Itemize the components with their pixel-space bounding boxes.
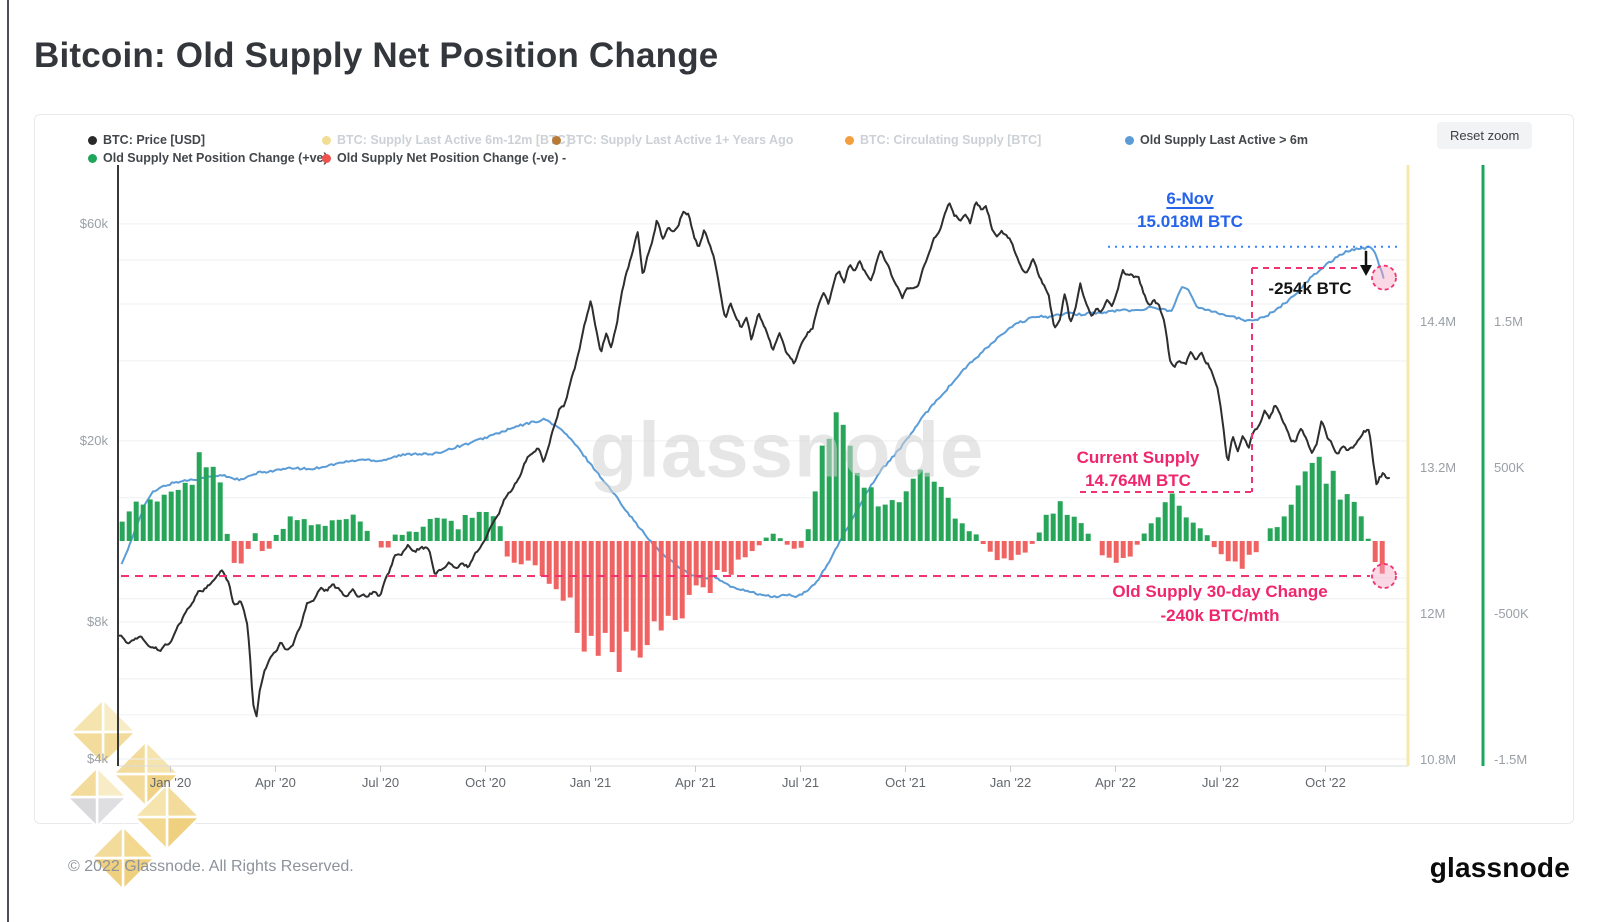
x-axis-label: Oct '21: [885, 775, 926, 790]
x-axis-label: Oct '22: [1305, 775, 1346, 790]
legend-dot-icon: [1125, 135, 1134, 145]
legend-item-row2-1[interactable]: Old Supply Net Position Change (-ve): [322, 150, 559, 166]
annotation-old-supply-value: -240k BTC/mth: [1160, 606, 1280, 625]
x-axis-label: Jul '20: [361, 775, 400, 790]
supply-axis-label: 10.8M: [1420, 752, 1457, 767]
page-title: Bitcoin: Old Supply Net Position Change: [34, 36, 719, 75]
x-axis-label: Apr '20: [255, 775, 296, 790]
footer-copyright: © 2022 Glassnode. All Rights Reserved.: [68, 858, 354, 875]
legend-dot-icon: [322, 135, 331, 145]
legend-label: Old Supply Net Position Change (+ve): [103, 151, 328, 165]
glassnode-wordmark: glassnode: [1429, 852, 1570, 883]
legend-label: BTC: Supply Last Active 1+ Years Ago: [567, 133, 794, 147]
annotation-peak-value: 15.018M BTC: [1137, 212, 1243, 231]
annotation-drop: -254k BTC: [1268, 279, 1352, 298]
supply-axis-label: 12M: [1420, 606, 1446, 621]
legend-label: BTC: Price [USD]: [103, 133, 206, 147]
legend-item-row1-2[interactable]: BTC: Supply Last Active 1+ Years Ago: [552, 132, 793, 148]
legend-item-row1-1[interactable]: BTC: Supply Last Active 6m-12m [BTC]: [322, 132, 570, 148]
window-edge: [7, 0, 9, 922]
reset-zoom-button[interactable]: Reset zoom: [1437, 122, 1533, 149]
supply-axis-label: 13.2M: [1420, 460, 1457, 475]
price-axis-label: $60k: [79, 215, 108, 231]
legend-dot-icon: [88, 135, 97, 145]
legend-item-row1-0[interactable]: BTC: Price [USD]: [88, 132, 205, 148]
x-axis-label: Oct '20: [465, 775, 506, 790]
price-axis-label: $4k: [87, 750, 108, 766]
legend-item-row1-3[interactable]: BTC: Circulating Supply [BTC]: [845, 132, 1041, 148]
legend-label: BTC: Circulating Supply [BTC]: [860, 133, 1042, 147]
net-axis-label: 500K: [1494, 460, 1525, 475]
legend-dot-icon: [552, 135, 561, 145]
net-axis-label: -500K: [1494, 606, 1529, 621]
x-axis-label: Jan '20: [149, 775, 192, 790]
x-axis-label: Jul '21: [781, 775, 820, 790]
price-axis-label: $20k: [79, 432, 108, 448]
net-axis-label: -1.5M: [1494, 752, 1528, 767]
annotation-current-supply-title: Current Supply: [1076, 448, 1200, 467]
x-axis-label: Jul '22: [1201, 775, 1240, 790]
x-axis-label: Jan '21: [569, 775, 612, 790]
annotation-current-supply-value: 14.764M BTC: [1085, 471, 1191, 490]
legend-label: BTC: Supply Last Active 6m-12m [BTC]: [337, 133, 570, 147]
watermark: glassnode: [589, 405, 985, 494]
legend-dash: -: [562, 151, 567, 165]
legend-dot-icon: [88, 153, 97, 163]
x-axis-label: Apr '22: [1095, 775, 1136, 790]
supply-axis-label: 14.4M: [1420, 314, 1457, 329]
legend-item-row2-0[interactable]: Old Supply Net Position Change (+ve): [88, 150, 328, 166]
x-axis-label: Apr '21: [675, 775, 716, 790]
net-axis-label: 1.5M: [1494, 314, 1523, 329]
legend-item-row1-4[interactable]: Old Supply Last Active > 6m: [1125, 132, 1308, 148]
legend-label: Old Supply Last Active > 6m: [1140, 133, 1308, 147]
legend-dot-icon: [845, 135, 854, 145]
annotation-old-supply-title: Old Supply 30-day Change: [1112, 582, 1328, 601]
x-axis-label: Jan '22: [989, 775, 1032, 790]
price-axis-label: $8k: [87, 614, 108, 629]
legend-dot-icon: [322, 153, 331, 163]
annotation-peak-date: 6-Nov: [1166, 189, 1214, 208]
legend-label: Old Supply Net Position Change (-ve): [337, 151, 559, 165]
